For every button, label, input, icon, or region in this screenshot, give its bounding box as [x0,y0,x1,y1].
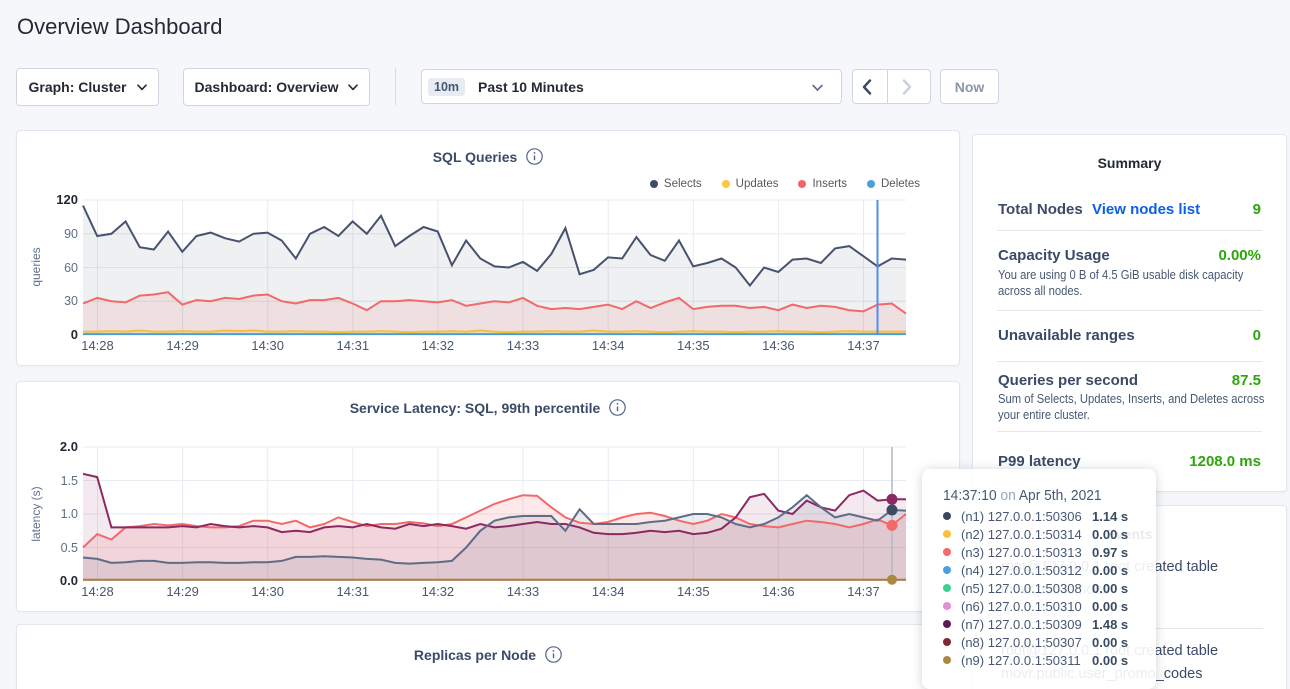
svg-text:40: 40 [64,686,78,689]
svg-text:0: 0 [71,327,78,342]
svg-text:14:31: 14:31 [337,584,370,599]
svg-text:14:28: 14:28 [81,338,114,353]
svg-text:14:28: 14:28 [81,584,114,599]
svg-text:90: 90 [64,227,78,241]
svg-text:14:32: 14:32 [422,584,455,599]
svg-text:14:31: 14:31 [337,338,370,353]
svg-text:14:37: 14:37 [847,338,880,353]
svg-text:1.0: 1.0 [61,507,78,521]
svg-text:14:29: 14:29 [166,338,199,353]
svg-text:1.5: 1.5 [61,474,78,488]
svg-text:14:34: 14:34 [592,584,625,599]
svg-text:14:29: 14:29 [166,584,199,599]
svg-text:14:32: 14:32 [422,338,455,353]
svg-text:14:34: 14:34 [592,338,625,353]
svg-text:14:30: 14:30 [251,584,284,599]
svg-text:queries: queries [29,247,43,286]
svg-text:0.0: 0.0 [60,573,78,588]
svg-text:14:36: 14:36 [762,338,795,353]
svg-text:latency (s): latency (s) [29,486,43,541]
svg-text:14:30: 14:30 [251,338,284,353]
svg-text:2.0: 2.0 [60,439,78,454]
svg-text:30: 30 [64,294,78,308]
svg-text:14:37: 14:37 [847,584,880,599]
svg-text:0.5: 0.5 [61,541,78,555]
svg-text:14:33: 14:33 [507,338,540,353]
svg-text:14:33: 14:33 [507,584,540,599]
svg-text:60: 60 [64,261,78,275]
svg-text:14:35: 14:35 [677,584,710,599]
svg-text:14:36: 14:36 [762,584,795,599]
svg-text:14:35: 14:35 [677,338,710,353]
svg-text:120: 120 [56,192,78,207]
